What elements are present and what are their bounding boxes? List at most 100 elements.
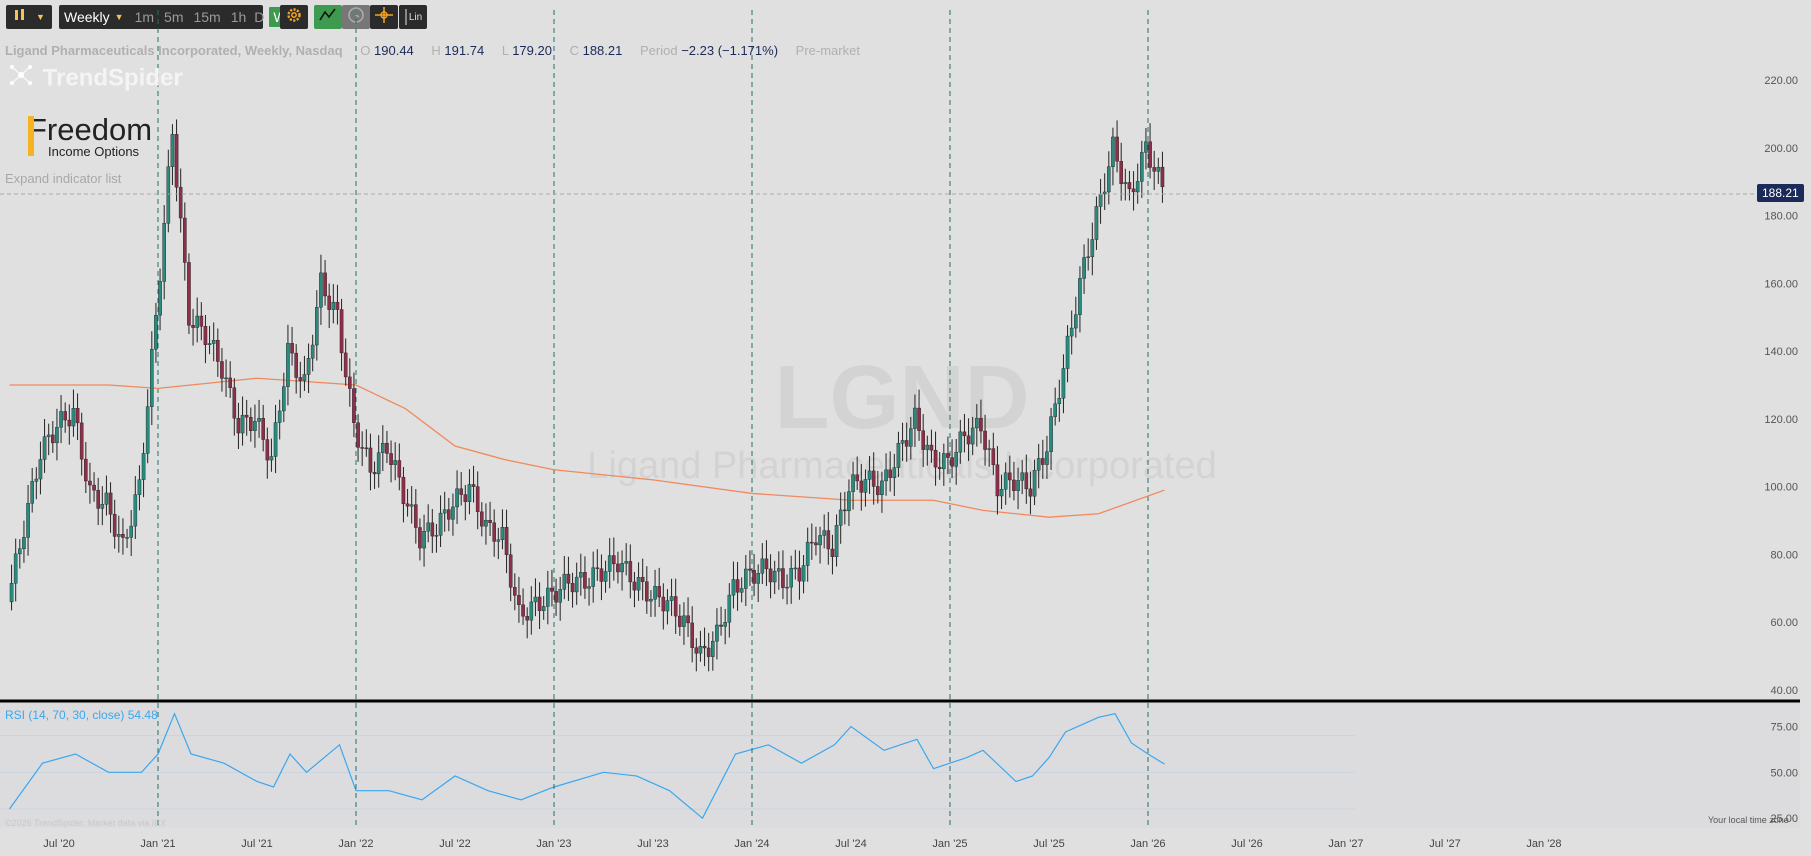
candle [954,438,958,485]
crosshair-icon [374,6,394,29]
low-label: L [501,43,509,58]
drawing-tools-button[interactable] [314,5,342,29]
candle [653,569,657,617]
candle [1160,151,1165,203]
candle [236,402,241,449]
candle [950,439,954,479]
candle [665,589,670,625]
y-tick-0: 220.00 [1764,75,1798,87]
chart-type-selector[interactable]: ▼ [6,5,52,29]
candle [216,328,220,377]
candle [541,596,546,620]
candle [987,439,991,467]
candle [925,435,930,466]
scale-button[interactable]: Lin [399,5,427,29]
rsi-line [9,712,1165,820]
candle [1152,150,1156,190]
candle [760,543,765,585]
candle [405,488,410,517]
interval-1m[interactable]: 1m [134,9,155,25]
candle [735,561,740,611]
candle [591,551,595,603]
clock-button[interactable] [342,5,370,29]
lin-scale-icon: Lin [404,9,422,25]
candle [933,431,938,486]
candle [983,414,987,466]
candle [533,578,538,617]
interval-15m[interactable]: 15m [193,9,221,25]
candle [455,470,459,524]
candle [896,431,901,478]
x-tick-12: Jul '26 [1231,838,1262,850]
candle [389,440,393,483]
interval-5m[interactable]: 5m [164,9,184,25]
candle [286,324,290,406]
candle [141,442,146,498]
candle [133,476,138,539]
toolbar: ▼ Weekly ▼ 1m 5m 15m 1h D W Lin [0,0,1811,34]
candle [1061,354,1066,414]
candle [678,604,682,636]
interval-d[interactable]: D [254,9,265,25]
candle [715,608,719,660]
interval-1h[interactable]: 1h [230,9,247,25]
candle [393,442,397,481]
candle [137,465,142,511]
candle [1111,127,1115,186]
candle [706,632,711,672]
candle [261,404,265,452]
candle [888,451,892,492]
candle [154,302,158,363]
candle [257,399,261,438]
candle [921,414,925,468]
candle [966,418,971,461]
freedom-logo: Freedom Income Options [28,112,152,159]
candle [117,515,121,553]
candle [211,322,216,362]
close-value: 188.21 [582,43,623,58]
candle [434,523,439,553]
candle [830,534,835,575]
candle [46,423,51,456]
candle [178,168,183,233]
candle [438,495,443,548]
candle [991,432,996,476]
last-price-tag: 188.21 [1757,184,1804,202]
candle [942,443,946,486]
x-tick-14: Jul '27 [1429,838,1460,850]
symbol-title: Ligand Pharmaceuticals Incorporated, Wee… [5,43,343,58]
candle [335,284,340,325]
settings-button[interactable] [280,5,308,29]
crosshair-button[interactable] [370,5,398,29]
candle [348,358,352,407]
drawing-tools-icon [318,6,338,29]
candle [1094,196,1099,250]
candle [1140,140,1144,198]
candle [867,455,872,494]
candle [38,441,43,495]
candle [913,394,917,448]
candle [785,574,789,605]
candle [302,355,307,391]
candle [442,491,447,532]
lin-label: Lin [408,11,423,23]
candle [145,389,150,464]
freedom-logo-bar [28,116,34,156]
candle [579,553,583,596]
candle [55,408,59,461]
timezone-label[interactable]: Your local time zone [1708,815,1789,825]
expand-indicator-list[interactable]: Expand indicator list [5,171,122,186]
candle [480,502,484,537]
candle [748,550,752,587]
candle [1107,151,1111,205]
candle [632,571,637,608]
watermark: LGND Ligand Pharmaceuticals Incorporated [587,348,1217,487]
candle [508,543,513,602]
candle [220,348,224,392]
timeframe-select[interactable]: Weekly [64,9,110,25]
candle [174,119,179,202]
candle [698,630,703,662]
candle [1008,455,1012,498]
copyright: ©2026 TrendSpider. Market data via IEX [5,818,167,828]
